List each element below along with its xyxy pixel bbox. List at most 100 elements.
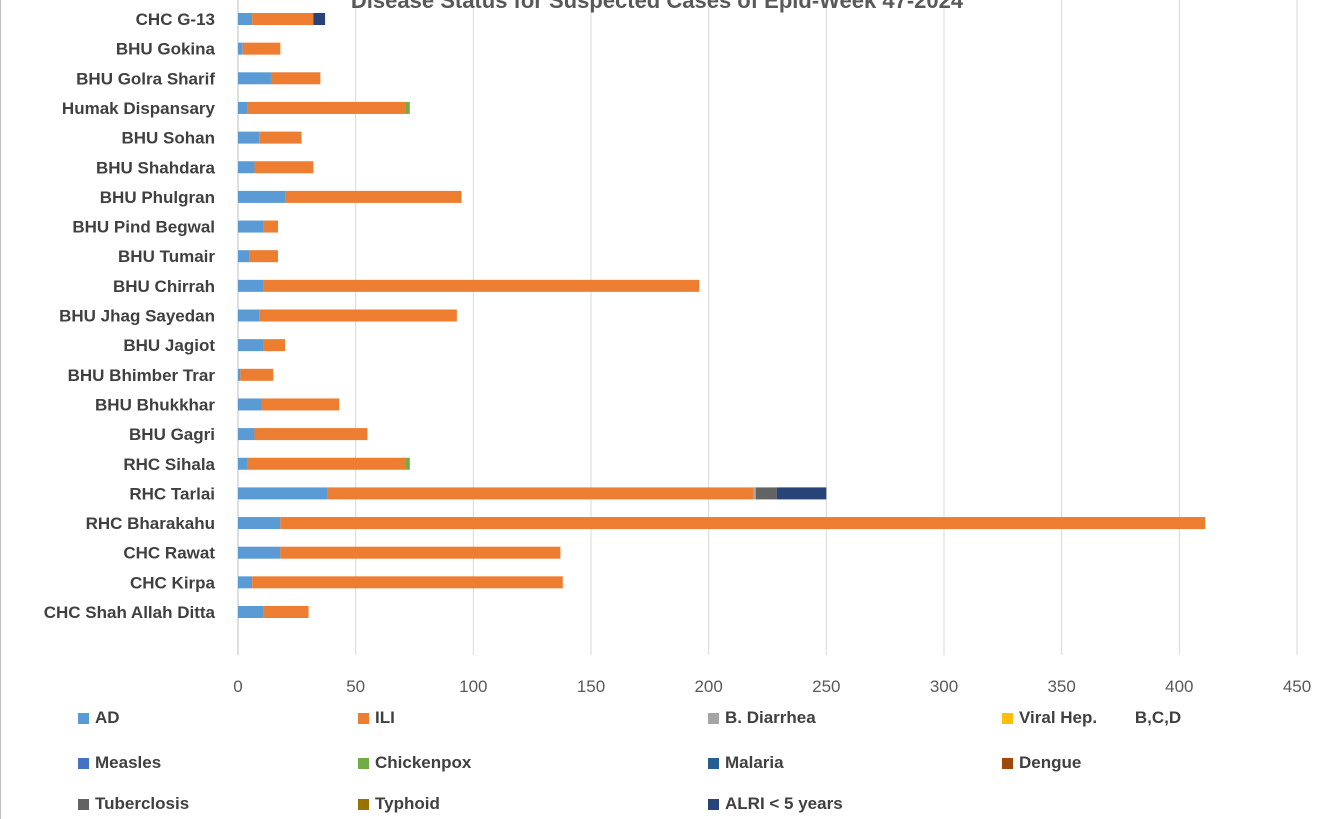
bar-segment <box>263 606 309 618</box>
legend-item: Tuberclosis <box>78 794 189 814</box>
category-label: BHU Phulgran <box>100 188 215 207</box>
bar-segment <box>263 339 286 352</box>
legend-label: Malaria <box>725 753 784 772</box>
category-label: BHU Jhag Sayedan <box>59 307 215 326</box>
legend-label: Tuberclosis <box>95 794 190 813</box>
bar-segment <box>263 220 279 233</box>
legend: AD ILI B. Diarrhea Viral Hep. B,C,D Measles C… <box>1 700 1328 813</box>
bar-segment <box>238 457 248 470</box>
bar-segment <box>327 487 754 500</box>
category-label: BHU Chirrah <box>113 277 215 296</box>
legend-item: Chickenpox <box>358 753 471 773</box>
bar-segment <box>238 368 241 381</box>
bar-segment <box>405 101 410 114</box>
bar-segment <box>238 161 255 174</box>
bar-segment <box>238 190 286 203</box>
bar-segment <box>755 487 777 500</box>
legend-item: Typhoid <box>358 794 440 814</box>
category-label: BHU Bhimber Trar <box>68 366 216 385</box>
legend-item: Dengue <box>1002 753 1081 773</box>
x-tick-label: 100 <box>459 677 487 696</box>
bar-segment <box>240 368 274 381</box>
category-label: BHU Jagiot <box>123 336 215 355</box>
category-label: BHU Shahdara <box>96 158 216 177</box>
chart-title: Disease Status for Suspected Cases of Ep… <box>351 0 964 13</box>
category-label: Humak Dispansary <box>62 99 216 118</box>
category-labels: CHC G-13 BHU Gokina BHU Golra Sharif Humak … <box>44 10 216 622</box>
bar-segment <box>238 487 328 500</box>
bar-segment <box>405 457 410 470</box>
category-label: BHU Gagri <box>129 425 215 444</box>
legend-label: ALRI < 5 years <box>725 794 843 813</box>
x-tick-label: 150 <box>577 677 605 696</box>
bar-segment <box>753 487 756 500</box>
x-tick-labels: 0 50 100 150 200 250 300 350 400 450 <box>233 677 1311 696</box>
legend-label: Measles <box>95 753 162 772</box>
legend-label: ILI <box>375 708 395 727</box>
category-label: BHU Pind Begwal <box>72 218 215 237</box>
legend-label: Viral Hep. B,C,D <box>1019 708 1182 727</box>
legend-item: Viral Hep. B,C,D <box>1002 708 1181 728</box>
legend-swatch <box>78 712 89 724</box>
bar-segment <box>247 101 406 114</box>
bar-segment <box>238 398 262 411</box>
legend-swatch <box>1002 712 1013 724</box>
bar-segment <box>247 457 406 470</box>
bar-chart: CHC G-13 BHU Gokina BHU Golra Sharif Humak … <box>44 0 1311 696</box>
category-label: RHC Tarlai <box>129 484 215 503</box>
bar-segment <box>238 576 253 589</box>
category-label: BHU Gokina <box>116 40 216 59</box>
legend-swatch <box>358 757 369 769</box>
bar-segment <box>242 42 281 55</box>
bar-segment <box>263 279 700 292</box>
x-tick-label: 0 <box>233 677 242 696</box>
bar-segment <box>238 546 281 559</box>
bar-segment <box>254 428 368 441</box>
bar-segment <box>259 309 457 322</box>
bar-segment <box>238 101 248 114</box>
bar-segment <box>238 220 264 233</box>
legend-swatch <box>708 712 719 724</box>
legend-swatch <box>78 798 89 810</box>
bar-segment <box>238 309 260 322</box>
bar-segment <box>259 131 302 144</box>
category-label: BHU Bhukkhar <box>95 395 215 414</box>
bar-segment <box>252 576 563 589</box>
legend-item: B. Diarrhea <box>708 708 816 728</box>
bars <box>238 13 1206 618</box>
x-tick-label: 450 <box>1283 677 1311 696</box>
bar-segment <box>280 517 1206 530</box>
legend-label: Typhoid <box>375 794 440 813</box>
bar-segment <box>254 161 314 174</box>
bar-segment <box>261 398 340 411</box>
bar-segment <box>252 13 314 25</box>
bar-segment <box>238 131 260 144</box>
category-label: BHU Sohan <box>122 129 216 148</box>
bar-segment <box>280 546 561 559</box>
x-tick-label: 250 <box>812 677 840 696</box>
legend-swatch <box>1002 757 1013 769</box>
legend-swatch <box>358 798 369 810</box>
bar-segment <box>238 72 271 85</box>
x-tick-label: 400 <box>1165 677 1193 696</box>
legend-swatch <box>708 798 719 810</box>
category-label: RHC Sihala <box>123 455 215 474</box>
bar-segment <box>238 517 281 530</box>
x-tick-label: 200 <box>694 677 722 696</box>
legend-item: ILI <box>358 708 395 728</box>
legend-swatch <box>358 712 369 724</box>
bar-segment <box>285 190 462 203</box>
legend-swatch <box>708 757 719 769</box>
category-label: CHC Rawat <box>123 544 215 563</box>
bar-segment <box>776 487 827 500</box>
bar-segment <box>249 250 279 263</box>
bar-segment <box>238 279 264 292</box>
x-tick-label: 300 <box>930 677 958 696</box>
x-tick-label: 50 <box>346 677 365 696</box>
bar-segment <box>270 72 321 85</box>
bar-segment <box>238 339 264 352</box>
category-label: RHC Bharakahu <box>86 514 215 533</box>
bar-segment <box>238 250 250 263</box>
legend-item: Measles <box>78 753 161 773</box>
